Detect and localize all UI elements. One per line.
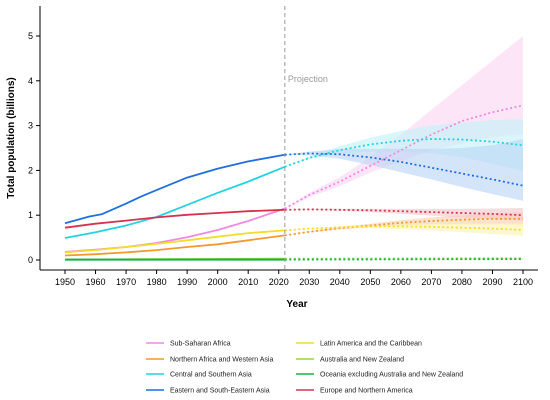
y-tick-label: 1 [28,210,33,220]
line-observed-latin-america-and-the-caribbean [64,229,285,254]
line-observed-europe-and-northern-america [64,208,285,229]
x-tick-label: 2090 [482,277,502,287]
legend-label: Australia and New Zealand [320,357,404,364]
x-tick-label: 2040 [330,277,350,287]
x-axis-title: Year [286,299,307,310]
legend-item-northern-africa-and-western-asia: Northern Africa and Western Asia [146,357,273,364]
y-tick-label: 4 [28,76,33,86]
x-tick-label: 2010 [238,277,258,287]
legend-label: Sub-Saharan Africa [170,341,231,348]
legend-item-central-and-southern-asia: Central and Southern Asia [146,372,252,379]
legend-label: Northern Africa and Western Asia [170,357,273,364]
x-tick-label: 2030 [299,277,319,287]
y-axis-title: Total population (billions) [6,77,17,198]
line-observed-eastern-and-south-eastern-asia [64,153,285,225]
band-latin-america-and-the-caribbean [284,223,523,236]
x-tick-label: 2050 [360,277,380,287]
band-northern-africa-and-western-asia [284,212,523,236]
y-tick-label: 0 [28,255,33,265]
confidence-bands [284,36,523,260]
band-oceania-excluding-australia-and-new-zealand [284,258,523,260]
legend-label: Oceania excluding Australia and New Zeal… [320,372,463,379]
x-tick-label: 1960 [86,277,106,287]
y-tick-label: 3 [28,121,33,131]
axes: 0 1 2 3 4 5 1950 1960 1970 1980 1990 2000 2010 2020 20… [28,6,538,287]
band-central-and-southern-asia [284,119,523,172]
x-tick-label: 2100 [513,277,533,287]
x-tick-label: 2020 [269,277,289,287]
legend: Sub-Saharan Africa Latin America and the … [146,341,463,395]
line-observed-central-and-southern-asia [64,165,286,239]
x-tick-label: 2060 [391,277,411,287]
line-projected-central-and-southern-asia [284,138,524,168]
legend-item-australia-and-new-zealand: Australia and New Zealand [296,357,404,364]
x-tick-label: 1950 [55,277,75,287]
legend-label: Eastern and South-Eastern Asia [170,388,270,395]
x-tick-label: 1980 [147,277,167,287]
x-tick-label: 2080 [452,277,472,287]
line-projected-eastern-and-south-eastern-asia [284,152,524,187]
y-tick-label: 2 [28,165,33,175]
x-tick-label: 1970 [116,277,136,287]
legend-label: Central and Southern Asia [170,372,252,379]
line-projected-northern-africa-and-western-asia [284,217,523,237]
x-tick-label: 1990 [177,277,197,287]
legend-item-europe-and-northern-america: Europe and Northern America [296,388,413,395]
line-observed-northern-africa-and-western-asia [64,234,285,257]
line-projected-oceania-excluding-australia-and-new-zealand [284,258,524,261]
legend-label: Europe and Northern America [320,388,413,395]
series-lines [64,104,524,261]
legend-label: Latin America and the Caribbean [320,341,422,348]
legend-item-oceania-excluding-australia-and-new-zealand: Oceania excluding Australia and New Zeal… [296,372,463,379]
band-europe-and-northern-america [284,208,523,221]
y-tick-label: 5 [28,31,33,41]
line-projected-australia-and-new-zealand [284,257,524,260]
band-australia-and-new-zealand [284,257,523,259]
x-tick-label: 2000 [208,277,228,287]
legend-item-latin-america-and-the-caribbean: Latin America and the Caribbean [296,341,422,348]
x-tick-label: 2070 [421,277,441,287]
legend-item-eastern-and-south-eastern-asia: Eastern and South-Eastern Asia [146,388,270,395]
projection-label: Projection [288,74,328,84]
legend-item-sub-saharan-africa: Sub-Saharan Africa [146,341,231,348]
